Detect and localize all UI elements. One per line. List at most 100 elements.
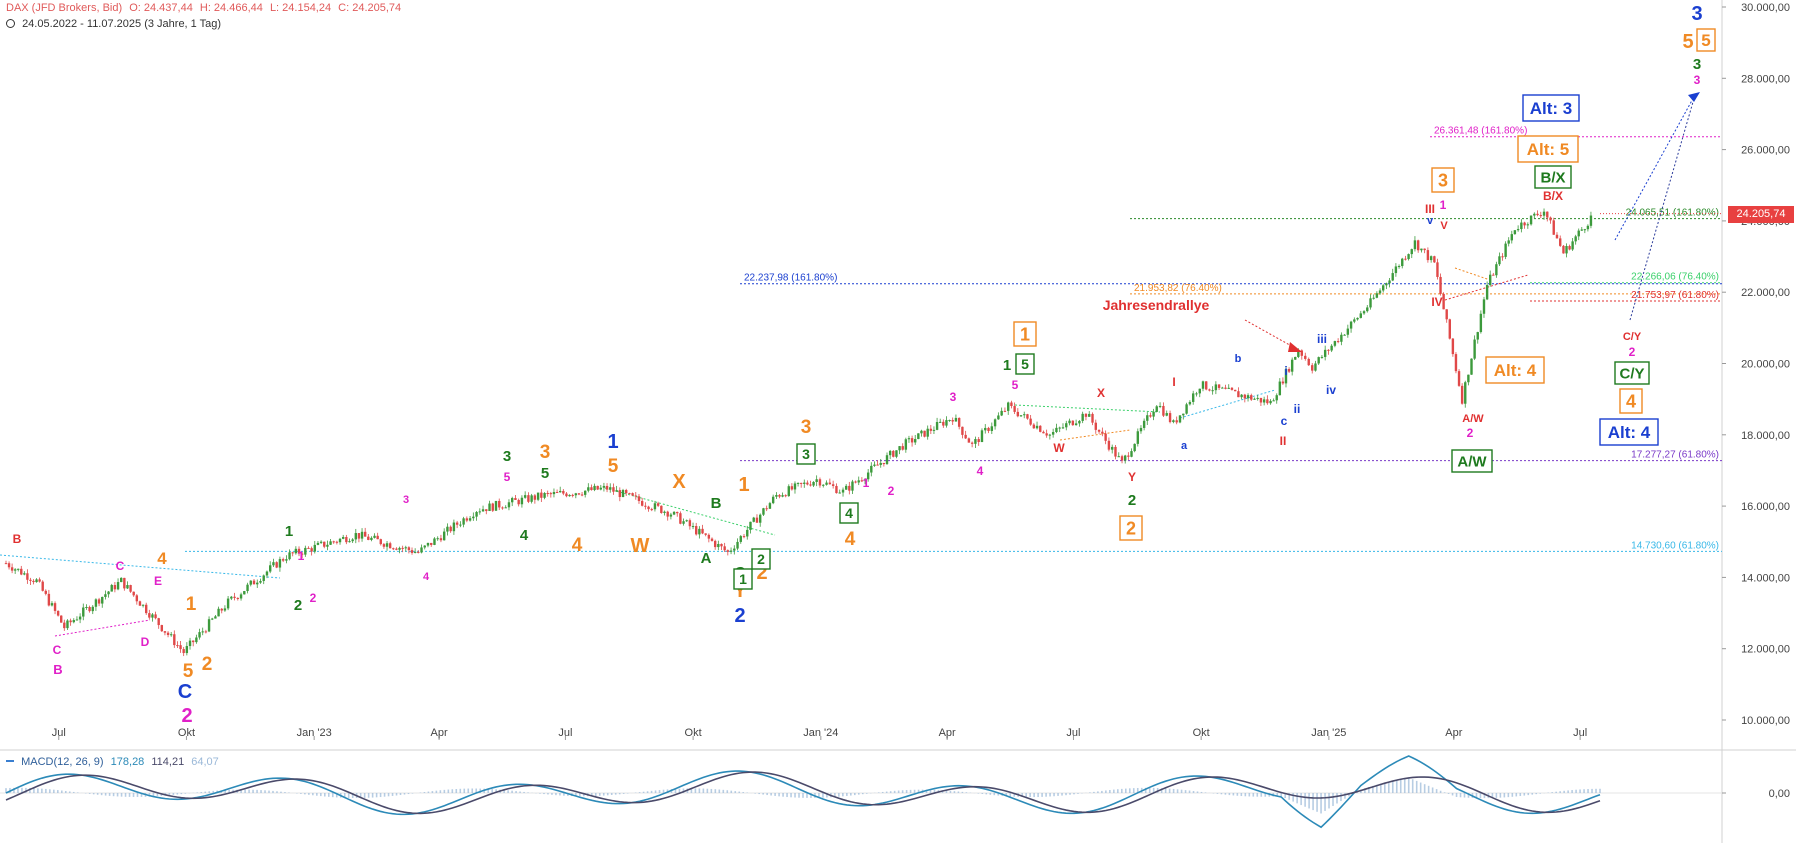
candle-body <box>596 485 599 490</box>
candle-body <box>329 541 332 545</box>
candle-body <box>831 484 835 486</box>
candle-body <box>1555 234 1559 239</box>
candle-body <box>294 548 298 554</box>
candle-body <box>262 575 265 581</box>
wave-label: C <box>178 681 192 703</box>
candle-body <box>1314 363 1317 371</box>
candle-body <box>1029 418 1032 425</box>
macd-name: MACD(12, 26, 9) <box>21 756 104 768</box>
candle-body <box>1404 258 1407 260</box>
candle-body <box>351 539 354 542</box>
trend-line <box>1244 319 1296 349</box>
candle-body <box>1394 266 1398 274</box>
x-tick-label: Jul <box>52 727 66 739</box>
candle-body <box>713 540 717 548</box>
candle-body <box>1549 217 1552 221</box>
candle-body <box>1349 321 1353 329</box>
candle-body <box>825 482 828 485</box>
candle-body <box>151 614 154 618</box>
candle-body <box>423 545 426 548</box>
candle-body <box>1217 384 1221 388</box>
candle-body <box>1542 211 1546 216</box>
x-tick-label: Okt <box>1193 727 1210 739</box>
candle-body <box>631 493 634 496</box>
wave-label: b <box>1235 353 1242 365</box>
fib-label: 26.361,48 (161.80%) <box>1434 126 1527 137</box>
candle-body <box>653 503 657 510</box>
candle-body <box>462 518 465 525</box>
candle-body <box>13 569 17 571</box>
candle-body <box>481 509 485 512</box>
x-tick-label: Apr <box>1445 727 1462 739</box>
wave-label: 4 <box>845 529 856 550</box>
candle-body <box>796 482 800 484</box>
candle-body <box>520 497 524 505</box>
candle-body <box>1577 230 1580 237</box>
candle-body <box>29 579 32 581</box>
candle-body <box>1262 399 1266 403</box>
macd-header: MACD(12, 26, 9) 178,28 114,21 64,07 <box>6 756 219 768</box>
candle-body <box>32 580 35 583</box>
candle-body <box>904 439 908 450</box>
candle-body <box>1058 427 1061 429</box>
candle-body <box>94 599 98 607</box>
candle-body <box>1433 256 1436 263</box>
candle-body <box>1208 389 1211 391</box>
candle-body <box>892 450 895 457</box>
candle-body <box>818 479 822 486</box>
candle-body <box>1492 274 1495 276</box>
candle-body <box>910 438 914 443</box>
candle-body <box>1429 256 1433 261</box>
candle-body <box>885 455 889 465</box>
candle-body <box>559 490 562 493</box>
candle-body <box>1061 427 1065 429</box>
chart-header-range: 24.05.2022 - 11.07.2025 (3 Jahre, 1 Tag) <box>6 18 221 30</box>
candle-body <box>957 417 961 427</box>
wave-box <box>1013 321 1037 347</box>
candle-body <box>790 486 794 490</box>
candle-body <box>1529 215 1533 225</box>
candle-body <box>599 487 603 490</box>
candle-body <box>1287 369 1291 372</box>
candle-body <box>354 533 358 540</box>
candle-body <box>1110 446 1114 450</box>
boxed-label: Alt: 4 <box>1608 423 1651 442</box>
candle-body <box>82 607 85 617</box>
candle-body <box>478 511 482 513</box>
wave-label: II <box>1280 434 1287 448</box>
candle-body <box>465 518 469 521</box>
wave-label: B/X <box>1543 189 1563 203</box>
candle-body <box>1375 293 1379 298</box>
wave-label: 3 <box>1693 56 1701 73</box>
candle-body <box>1205 381 1208 390</box>
candle-body <box>762 508 765 515</box>
candle-body <box>1297 350 1300 357</box>
candle-body <box>1479 313 1483 333</box>
macd-value-1: 178,28 <box>110 756 145 768</box>
candle-body <box>1250 395 1253 400</box>
arrow-head <box>1688 92 1700 102</box>
wave-label: c <box>1281 414 1288 428</box>
candle-body <box>870 465 873 473</box>
candle-body <box>275 562 278 568</box>
candle-body <box>1562 245 1565 254</box>
last-price-tag: 24.205,74 <box>1728 206 1794 223</box>
candle-body <box>625 490 628 494</box>
candle-body <box>1330 345 1333 351</box>
wave-box <box>1522 94 1580 122</box>
candle-body <box>784 495 787 497</box>
wave-label: E <box>154 574 162 588</box>
candle-body <box>1388 280 1391 284</box>
candle-body <box>1237 391 1240 398</box>
candle-body <box>961 426 964 435</box>
candle-body <box>501 507 504 509</box>
candle-body <box>1439 276 1442 294</box>
x-tick-label: Jan '25 <box>1311 727 1346 739</box>
candle-body <box>53 603 57 611</box>
candle-body <box>942 421 945 426</box>
wave-label: D <box>141 635 150 649</box>
candle-body <box>1407 254 1410 260</box>
candle-body <box>590 487 593 491</box>
candle-body <box>1320 356 1324 358</box>
